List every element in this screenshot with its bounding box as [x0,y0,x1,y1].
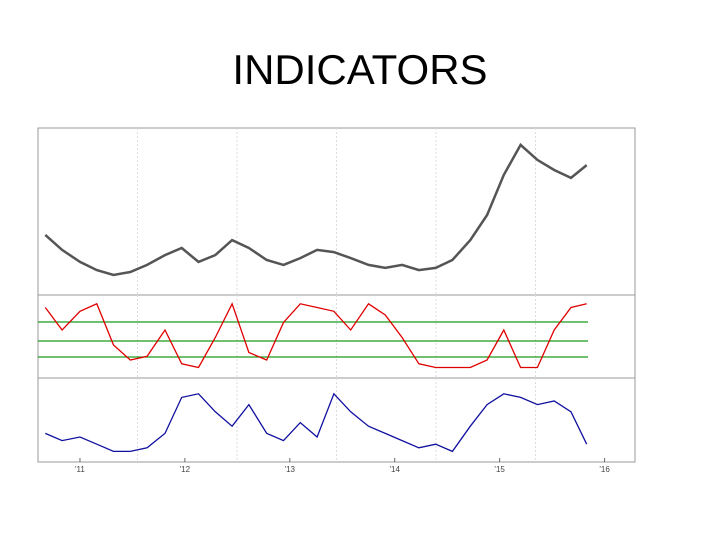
slide-title: INDICATORS [232,46,487,93]
x-tick-label: '13 [285,465,296,474]
x-tick-label: '16 [599,465,610,474]
x-tick-label: '15 [494,465,505,474]
x-tick-label: '14 [390,465,401,474]
series-line [45,392,588,453]
x-tick-label: '11 [75,465,85,474]
series-line [44,142,588,277]
series-line [44,302,587,369]
x-tick-label: '12 [180,465,191,474]
